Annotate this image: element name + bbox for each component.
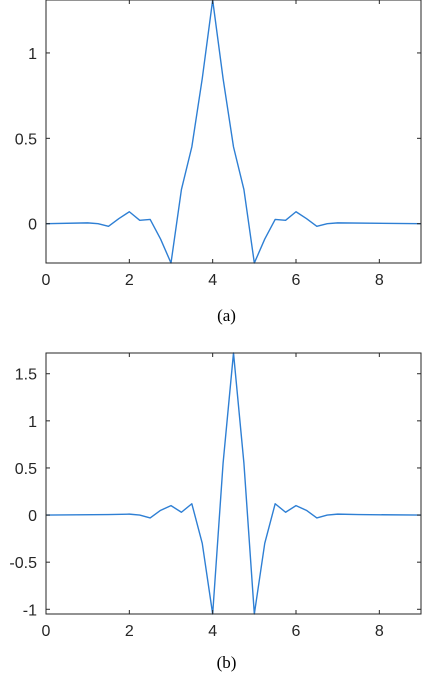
y-tick-label: 1: [28, 46, 37, 63]
panel-b: 0 2 4 6 8 -1 -0.5 0 0.5 1 1.5 (b): [9, 352, 422, 672]
caption-b: (b): [217, 653, 237, 672]
x-axis: 0 2 4 6 8: [42, 353, 384, 640]
series-line: [45, 0, 422, 264]
series-polyline: [45, 0, 422, 264]
y-tick-label: -0.5: [9, 555, 37, 572]
x-tick-label: 2: [125, 623, 134, 640]
x-tick-label: 6: [292, 272, 301, 289]
y-tick-label: 0.5: [15, 131, 37, 148]
y-tick-label: 1: [28, 414, 37, 431]
axes-box: [45, 352, 422, 615]
x-tick-label: 0: [42, 623, 51, 640]
y-axis: 00.51: [15, 46, 421, 234]
x-tick-label: 6: [292, 623, 301, 640]
x-tick-label: 8: [375, 623, 384, 640]
caption-a: (a): [217, 306, 236, 325]
series-polyline: [45, 352, 422, 615]
y-tick-label: -1: [23, 602, 37, 619]
x-tick-label: 2: [125, 272, 134, 289]
y-tick-label: 0.5: [15, 461, 37, 478]
y-tick-label: 1.5: [15, 367, 37, 384]
axes-box: [45, 0, 422, 264]
y-tick-label: 0: [28, 508, 37, 525]
x-tick-label: 4: [208, 272, 217, 289]
y-axis: -1 -0.5 0 0.5 1 1.5: [9, 367, 421, 619]
x-tick-label: 0: [42, 272, 51, 289]
series-line: [45, 352, 422, 615]
x-tick-label: 8: [375, 272, 384, 289]
x-axis: 0 2 4 6 8: [42, 0, 384, 289]
y-tick-label: 0: [28, 217, 37, 234]
x-tick-label: 4: [208, 623, 217, 640]
